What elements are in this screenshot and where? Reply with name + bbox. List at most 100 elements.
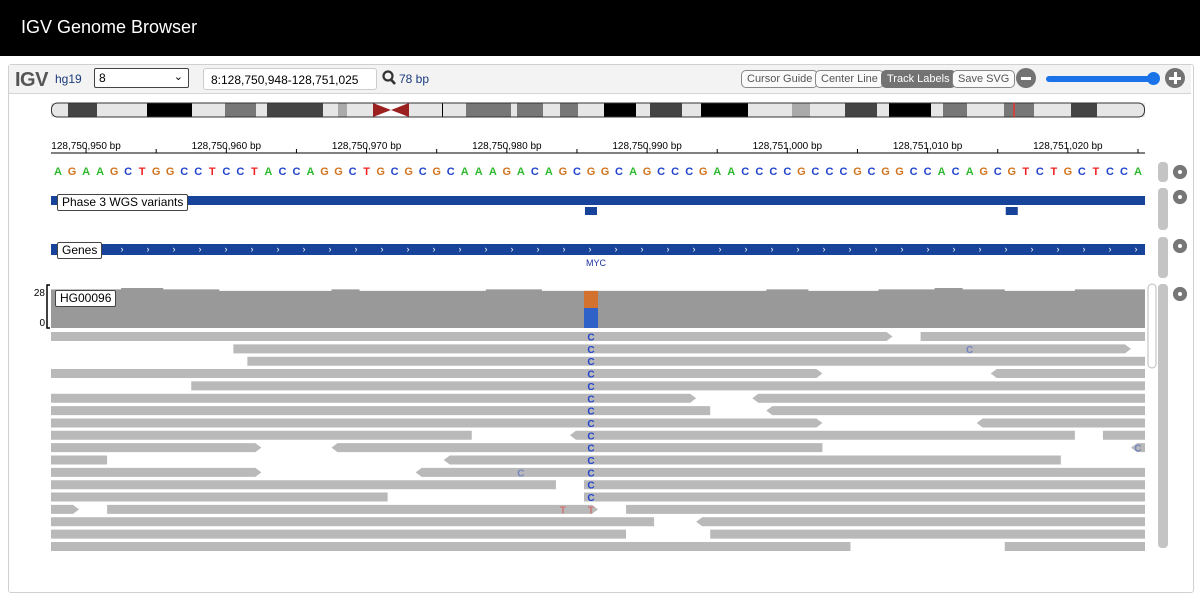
search-icon[interactable] xyxy=(382,70,396,86)
gear-hole xyxy=(1178,244,1182,248)
variant-site[interactable] xyxy=(1005,207,1018,215)
track-drag-handle[interactable] xyxy=(1158,188,1168,230)
alignment-read[interactable] xyxy=(51,393,697,403)
sequence-base: C xyxy=(657,166,665,178)
gear-icon[interactable] xyxy=(1172,189,1188,205)
sequence-base: T xyxy=(251,166,258,178)
track-labels-button[interactable]: Track Labels xyxy=(881,70,956,88)
sequence-base: C xyxy=(615,166,623,178)
cytoband xyxy=(225,103,256,117)
ruler-label: 128,750,960 bp xyxy=(192,141,262,152)
app-title: IGV Genome Browser xyxy=(21,17,198,37)
track-drag-handle[interactable] xyxy=(1158,284,1168,548)
alignment-read[interactable] xyxy=(990,369,1145,379)
cytoband xyxy=(931,103,943,117)
strand-arrow-icon: › xyxy=(641,244,644,254)
app-header: IGV Genome Browser xyxy=(0,0,1200,56)
alignment-read[interactable] xyxy=(51,443,262,453)
genome-label[interactable]: hg19 xyxy=(55,72,82,86)
cytoband xyxy=(543,103,560,117)
sequence-base: C xyxy=(868,166,876,178)
alignment-read[interactable] xyxy=(51,369,823,379)
sequence-base: A xyxy=(629,166,637,178)
chromosome-ideogram[interactable] xyxy=(51,102,1145,118)
strand-arrow-icon: › xyxy=(615,244,618,254)
alignment-read[interactable] xyxy=(51,517,655,527)
alignment-read[interactable] xyxy=(1130,443,1145,453)
centromere xyxy=(373,103,409,117)
alignment-scrollbar[interactable] xyxy=(1147,283,1157,369)
alignment-read[interactable] xyxy=(51,455,108,465)
save-svg-button[interactable]: Save SVG xyxy=(952,70,1016,88)
alignment-read[interactable] xyxy=(415,467,1146,477)
sequence-base: G xyxy=(334,166,343,178)
alignment-read[interactable] xyxy=(766,406,1145,416)
alignment-read[interactable] xyxy=(1004,541,1145,551)
alignment-read[interactable] xyxy=(920,332,1145,341)
sequence-base: T xyxy=(1022,166,1029,178)
zoom-slider[interactable] xyxy=(1046,76,1154,82)
sequence-base: C xyxy=(124,166,132,178)
alignment-read[interactable] xyxy=(51,492,388,502)
cytoband xyxy=(443,103,466,117)
coverage-allele-C[interactable] xyxy=(583,308,598,328)
alignment-read[interactable] xyxy=(247,356,1145,366)
mismatch-base: C xyxy=(966,345,973,356)
track-drag-handle[interactable] xyxy=(1158,237,1168,278)
sequence-base: G xyxy=(559,166,568,178)
locus-search-input[interactable]: 8:128,750,948-128,751,025 xyxy=(203,68,377,90)
sequence-base: G xyxy=(601,166,610,178)
cytoband xyxy=(511,103,517,117)
plus-circle-icon[interactable] xyxy=(1165,68,1185,88)
sequence-base: C xyxy=(685,166,693,178)
strand-arrow-icon: › xyxy=(953,244,956,254)
alignment-read[interactable] xyxy=(752,393,1145,403)
gear-icon[interactable] xyxy=(1172,238,1188,254)
alignment-read[interactable] xyxy=(696,517,1145,527)
gear-icon[interactable] xyxy=(1172,164,1188,180)
sequence-base: A xyxy=(517,166,525,178)
mismatch-base: C xyxy=(587,394,594,405)
alignment-read[interactable] xyxy=(51,430,472,440)
alignment-read[interactable] xyxy=(233,344,1131,354)
alignment-read[interactable] xyxy=(51,529,627,539)
alignment-read[interactable] xyxy=(583,492,1145,502)
track-drag-handle[interactable] xyxy=(1158,162,1168,182)
alignment-read[interactable] xyxy=(569,430,1075,440)
alignment-read[interactable] xyxy=(51,480,556,490)
sequence-base: C xyxy=(391,166,399,178)
alignment-read[interactable] xyxy=(51,541,851,551)
sequence-base: A xyxy=(264,166,272,178)
strand-arrow-icon: › xyxy=(875,244,878,254)
alignment-read[interactable] xyxy=(51,418,823,428)
alignment-read[interactable] xyxy=(51,406,711,416)
gear-icon[interactable] xyxy=(1172,286,1188,302)
alignment-read[interactable] xyxy=(710,529,1145,539)
sequence-base: C xyxy=(811,166,819,178)
alignment-read[interactable] xyxy=(976,418,1145,428)
mismatch-base: C xyxy=(587,382,594,393)
mismatch-base: C xyxy=(587,357,594,368)
variant-site[interactable] xyxy=(584,207,597,215)
zoom-slider-handle[interactable] xyxy=(1147,72,1160,85)
gear-hole xyxy=(1178,292,1182,296)
cytoband xyxy=(97,103,147,117)
alignment-read[interactable] xyxy=(107,504,598,514)
alignment-read[interactable] xyxy=(443,455,1061,465)
alignment-read[interactable] xyxy=(191,381,1145,391)
minus-circle-icon[interactable] xyxy=(1016,68,1036,88)
alignment-read[interactable] xyxy=(51,504,80,514)
alignment-read[interactable] xyxy=(626,504,1145,514)
center-line-button[interactable]: Center Line xyxy=(815,70,884,88)
alignment-read[interactable] xyxy=(1102,430,1145,440)
alignment-read[interactable] xyxy=(51,467,262,477)
alignment-read[interactable] xyxy=(583,480,1145,490)
alignment-read[interactable] xyxy=(331,443,823,453)
gene-feature-myc[interactable] xyxy=(51,244,1145,255)
strand-arrow-icon: › xyxy=(979,244,982,254)
alignment-read[interactable] xyxy=(51,332,893,341)
chromosome-select[interactable]: 8 ⌄ xyxy=(94,68,189,88)
sequence-base: C xyxy=(741,166,749,178)
coverage-allele-G[interactable] xyxy=(583,290,598,308)
